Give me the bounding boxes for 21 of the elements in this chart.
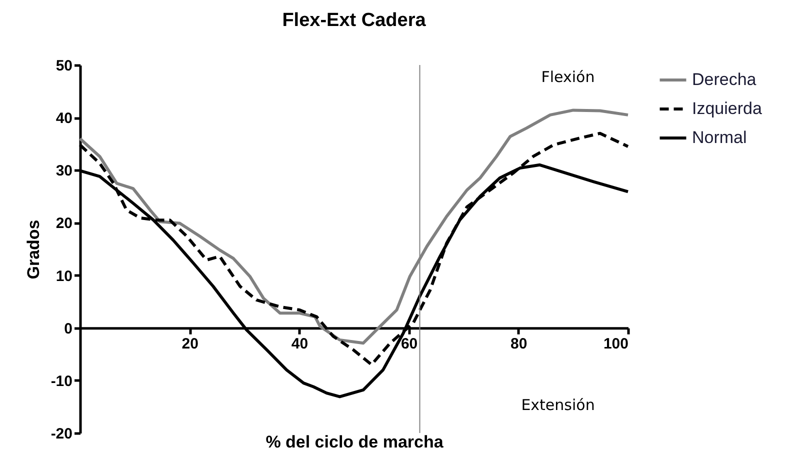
legend-label: Normal bbox=[692, 128, 747, 147]
y-tick-label: 20 bbox=[56, 215, 72, 232]
annotation: Extensión bbox=[521, 396, 595, 414]
y-tick-label: 10 bbox=[56, 268, 72, 285]
y-tick-label: 40 bbox=[56, 110, 72, 128]
chart-title: Flex-Ext Cadera bbox=[282, 10, 426, 31]
y-tick-label: -20 bbox=[50, 426, 72, 442]
y-tick-label: 50 bbox=[56, 58, 72, 74]
x-tick-label: 20 bbox=[182, 335, 198, 352]
x-tick-label: 80 bbox=[510, 335, 528, 352]
y-axis-title: Grados bbox=[24, 220, 43, 280]
x-tick-label: 40 bbox=[291, 335, 308, 352]
legend-label: Derecha bbox=[692, 70, 757, 89]
annotation: Flexión bbox=[541, 68, 595, 86]
y-tick-label: -10 bbox=[50, 372, 72, 390]
legend-label: Izquierda bbox=[692, 99, 762, 118]
y-tick-label: 30 bbox=[56, 162, 72, 180]
x-tick-label: 100 bbox=[603, 335, 628, 352]
x-axis-title: % del ciclo de marcha bbox=[266, 432, 444, 452]
x-tick-label: 60 bbox=[400, 335, 418, 352]
y-tick-label: 0 bbox=[64, 320, 72, 338]
